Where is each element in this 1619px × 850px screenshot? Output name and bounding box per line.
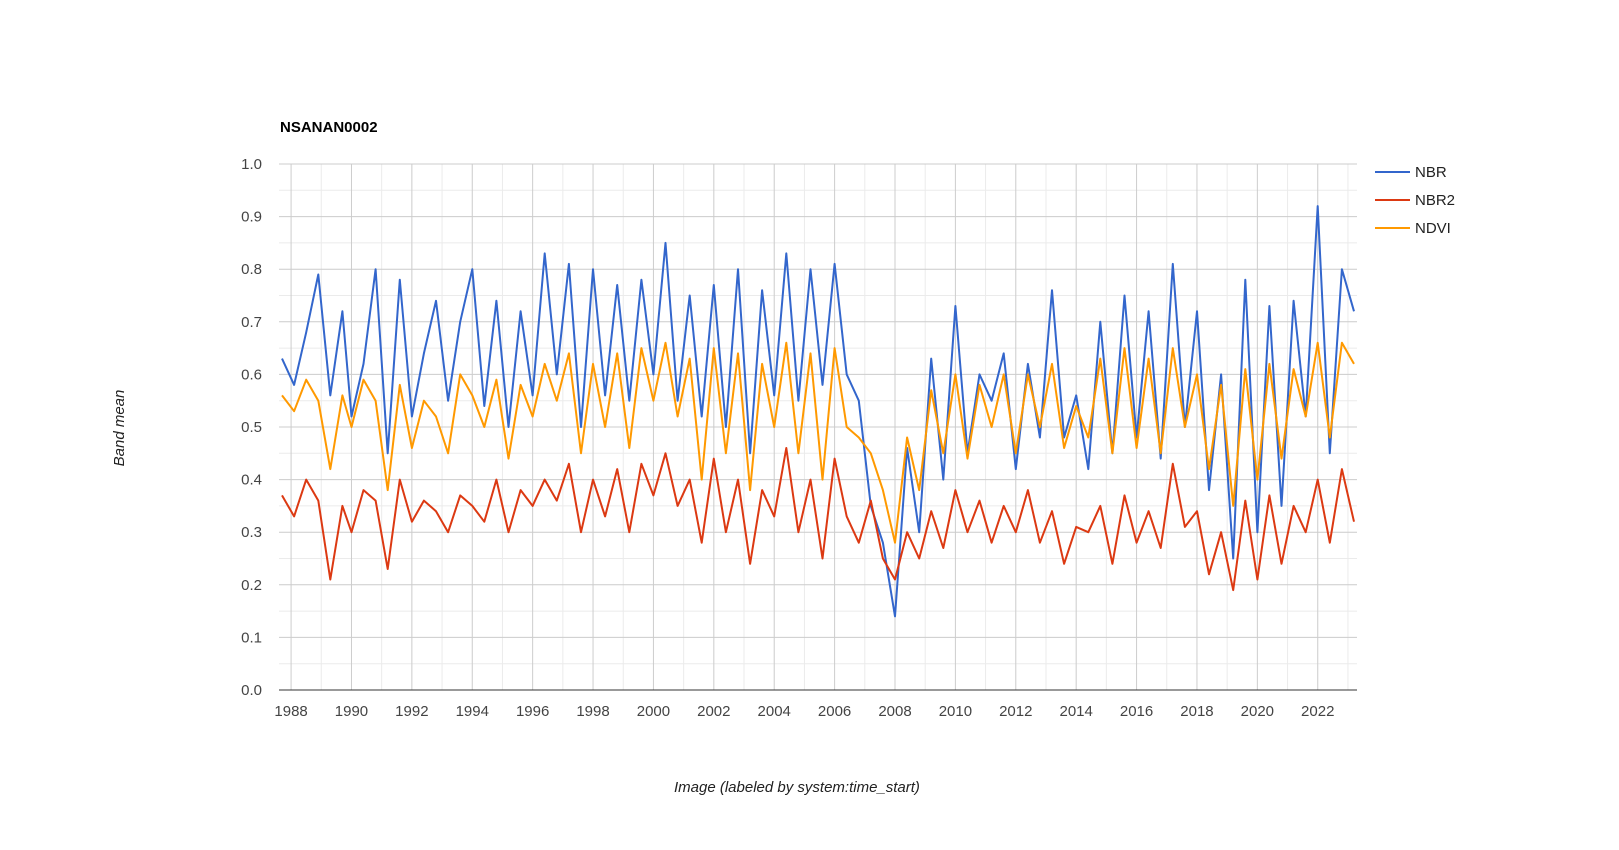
y-tick-label: 0.5 — [241, 419, 262, 436]
x-tick-label: 1990 — [335, 703, 368, 720]
x-tick-label: 1998 — [576, 703, 609, 720]
x-tick-label: 2010 — [939, 703, 972, 720]
x-tick-label: 2018 — [1180, 703, 1213, 720]
x-tick-label: 2016 — [1120, 703, 1153, 720]
y-tick-label: 0.1 — [241, 629, 262, 646]
x-tick-label: 1994 — [456, 703, 489, 720]
x-tick-label: 2014 — [1059, 703, 1092, 720]
legend-label-ndvi: NDVI — [1415, 220, 1451, 237]
y-tick-label: 0.6 — [241, 366, 262, 383]
y-axis-title: Band mean — [111, 390, 128, 467]
x-tick-label: 2022 — [1301, 703, 1334, 720]
x-tick-label: 2006 — [818, 703, 851, 720]
legend: NBR NBR2 NDVI — [1375, 164, 1455, 237]
x-axis-title: Image (labeled by system:time_start) — [674, 779, 920, 796]
x-tick-label: 1992 — [395, 703, 428, 720]
y-tick-label: 0.7 — [241, 314, 262, 331]
y-tick-label: 0.0 — [241, 682, 262, 699]
legend-label-nbr2: NBR2 — [1415, 192, 1455, 209]
y-tick-label: 0.8 — [241, 261, 262, 278]
series-line-nbr2 — [281, 447, 1355, 592]
x-tick-labels: 1988 1990 1992 1994 1996 1998 2000 2002 2004 2006… — [274, 703, 1334, 720]
x-tick-label: 2002 — [697, 703, 730, 720]
legend-label-nbr: NBR — [1415, 164, 1447, 181]
y-tick-labels: 0.0 0.1 0.2 0.3 0.4 0.5 0.6 0.7 0.8 0.9 1.0 — [241, 156, 262, 699]
x-tick-label: 1996 — [516, 703, 549, 720]
x-tick-label: 2000 — [637, 703, 670, 720]
series-lines — [281, 205, 1355, 618]
y-tick-label: 0.4 — [241, 472, 262, 489]
chart-title: NSANAN0002 — [280, 119, 378, 136]
y-tick-label: 0.2 — [241, 577, 262, 594]
y-tick-label: 1.0 — [241, 156, 262, 173]
series-line-nbr — [281, 205, 1355, 618]
y-tick-label: 0.9 — [241, 209, 262, 226]
x-tick-label: 1988 — [274, 703, 307, 720]
y-tick-label: 0.3 — [241, 524, 262, 541]
x-tick-label: 2004 — [758, 703, 791, 720]
x-tick-label: 2012 — [999, 703, 1032, 720]
x-tick-label: 2020 — [1241, 703, 1274, 720]
x-tick-label: 2008 — [878, 703, 911, 720]
series-line-ndvi — [281, 341, 1355, 544]
